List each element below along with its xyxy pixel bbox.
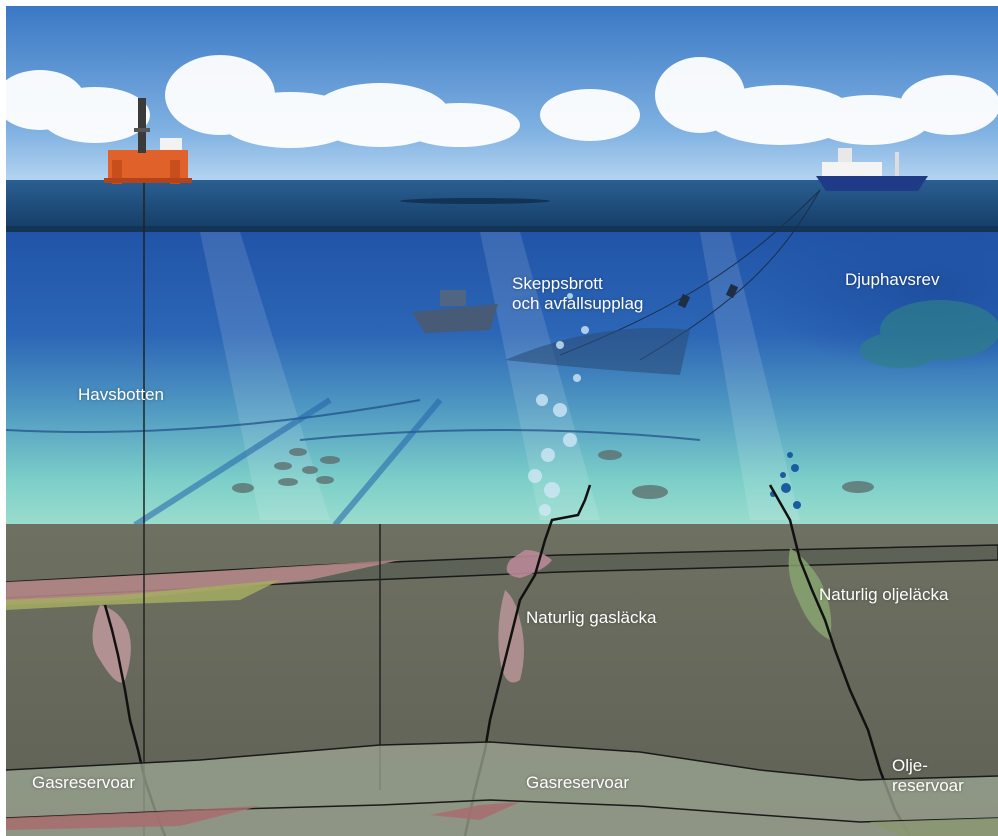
reservoir-band	[6, 742, 998, 836]
oil-plume-right	[788, 548, 832, 640]
clouds	[0, 55, 998, 148]
reservoir-gas-strip	[6, 806, 260, 830]
label-oljereservoar: Olje- reservoar	[892, 756, 964, 796]
gas-plume-left	[92, 605, 131, 683]
oil-slick	[400, 198, 550, 204]
label-gasreservoar-left: Gasreservoar	[32, 773, 135, 792]
oil-bubbles	[770, 452, 801, 509]
deep-reef	[860, 300, 998, 368]
oil-rig	[104, 98, 192, 184]
label-oljereservoar-line2: reservoar	[892, 776, 964, 795]
label-skeppsbrott: Skeppsbrott och avfallsupplag	[512, 274, 643, 314]
label-oljereservoar-line1: Olje-	[892, 756, 928, 775]
label-skeppsbrott-line1: Skeppsbrott	[512, 274, 603, 293]
label-gasreservoar-center: Gasreservoar	[526, 773, 629, 792]
label-djuphavsrev: Djuphavsrev	[845, 270, 940, 289]
label-naturlig-gaslacka: Naturlig gasläcka	[526, 608, 657, 627]
gas-layer	[6, 560, 400, 605]
shipwreck	[412, 304, 498, 333]
label-naturlig-oljelacka: Naturlig oljeläcka	[819, 585, 949, 604]
pockmarks	[232, 448, 874, 499]
label-havsbotten: Havsbotten	[78, 385, 164, 404]
gas-bubbles	[528, 293, 589, 516]
ship	[816, 148, 928, 191]
trawl-net	[505, 328, 690, 375]
label-skeppsbrott-line2: och avfallsupplag	[512, 294, 644, 313]
oil-layer	[6, 580, 280, 610]
